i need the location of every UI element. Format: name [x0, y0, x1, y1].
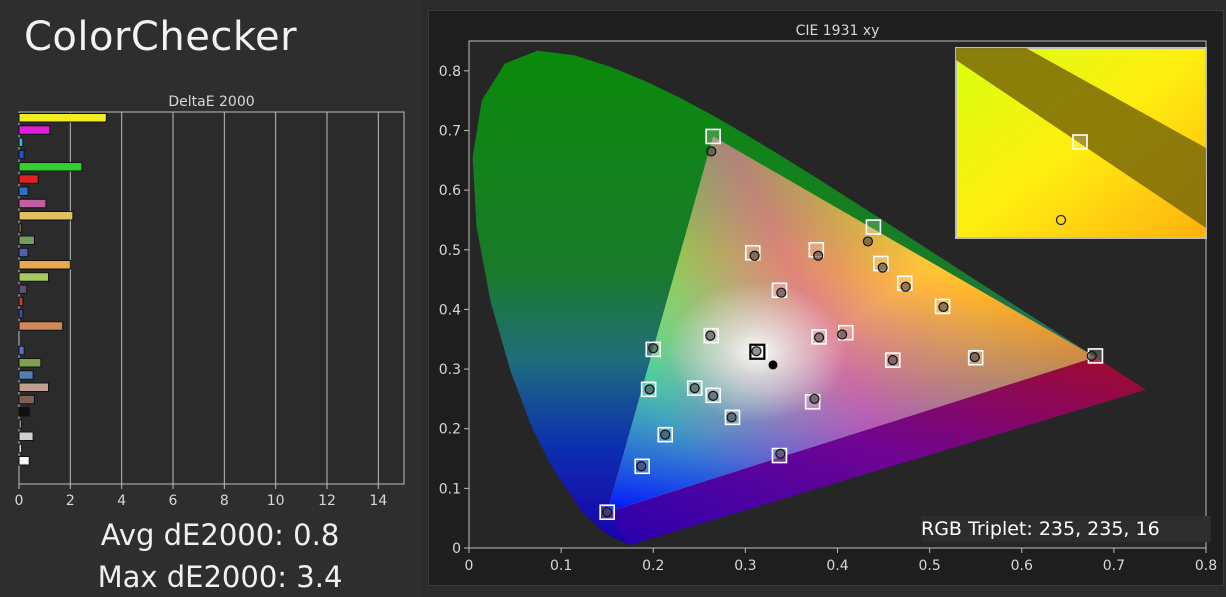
- measured-marker: [776, 287, 787, 298]
- cie-y-tick-label: 0.8: [439, 64, 461, 80]
- deltae-tick-label: 14: [369, 493, 387, 506]
- measured-marker: [837, 329, 848, 340]
- measured-marker: [813, 250, 824, 261]
- white-point-target: [749, 343, 766, 360]
- deltae-tick-label: 12: [318, 493, 336, 506]
- deltae-bar: [18, 284, 28, 294]
- measured-marker: [809, 393, 820, 404]
- deltae-tick-label: 0: [15, 493, 24, 506]
- measured-marker: [644, 384, 655, 395]
- measured-marker: [938, 301, 949, 313]
- measured-marker: [900, 281, 911, 292]
- cie-x-tick-label: 0.8: [1195, 558, 1217, 574]
- cie-x-tick-label: 0.2: [642, 558, 664, 574]
- deltae-bar: [18, 358, 42, 368]
- measured-marker: [775, 448, 786, 459]
- deltae-bar: [18, 370, 34, 380]
- deltae-bar: [18, 125, 51, 135]
- deltae-bar: [18, 431, 34, 441]
- deltae-bar: [18, 296, 24, 307]
- deltae-tick-label: 4: [117, 493, 126, 506]
- cie-x-tick-label: 0: [465, 558, 474, 574]
- deltae-bar: [18, 419, 23, 429]
- left-panel: ColorChecker DeltaE 2000 0 2 4 6 8 10 12 14 Avg …: [0, 0, 422, 597]
- cie-x-tick-label: 0.3: [734, 558, 756, 574]
- deltae-bar: [18, 235, 35, 245]
- deltae-bar: [18, 174, 39, 184]
- deltae-bar: [18, 407, 30, 417]
- line-of-purples-region: [607, 357, 1146, 546]
- deltae-tick-label: 2: [66, 493, 75, 506]
- measured-marker: [1086, 350, 1097, 362]
- deltae-bar: [18, 394, 35, 405]
- deltae-tick-label: 8: [220, 493, 229, 506]
- deltae-bar: [18, 137, 24, 147]
- app-title: ColorChecker: [24, 14, 298, 60]
- deltae-bar: [18, 198, 47, 209]
- cie-title: CIE 1931 xy: [796, 23, 880, 39]
- cie-y-tick-label: 0.5: [439, 243, 461, 259]
- deltae-chart: DeltaE 2000 0 2 4 6 8 10 12 14: [15, 94, 405, 506]
- deltae-title: DeltaE 2000: [168, 94, 254, 110]
- cie-y-tick-label: 0.2: [439, 422, 461, 438]
- deltae-bar: [18, 113, 107, 123]
- deltae-bar: [18, 321, 64, 331]
- deltae-bar: [18, 443, 23, 454]
- cie-x-tick-label: 0.5: [918, 558, 940, 574]
- deltae-bar: [18, 149, 25, 160]
- measured-marker: [705, 330, 716, 341]
- cie-x-tick-label: 0.1: [550, 558, 572, 574]
- inset-gamut-edge: [956, 48, 1206, 228]
- measured-marker: [708, 390, 719, 401]
- cie-y-tick-label: 0.1: [439, 481, 461, 497]
- zoom-inset: [955, 47, 1207, 239]
- measured-marker: [813, 332, 825, 343]
- deltae-bar: [18, 211, 74, 221]
- deltae-bar: [18, 247, 29, 258]
- cie-y-tick-label: 0: [452, 541, 461, 557]
- deltae-bar: [18, 186, 29, 196]
- max-de-stat: Max dE2000: 3.4: [97, 560, 343, 594]
- measured-marker: [887, 355, 898, 366]
- deltae-bar: [18, 162, 83, 172]
- measured-marker: [862, 236, 874, 247]
- measured-marker: [648, 343, 659, 354]
- deltae-tick-label: 10: [267, 493, 285, 506]
- measured-marker: [969, 352, 980, 363]
- target-marker: [705, 128, 721, 145]
- cie-y-tick-label: 0.6: [439, 183, 461, 199]
- deltae-bar: [18, 260, 71, 270]
- cie-y-tick-label: 0.4: [439, 302, 461, 318]
- measured-marker: [877, 262, 888, 273]
- cie-x-tick-label: 0.4: [826, 558, 848, 574]
- target-marker: [865, 219, 882, 235]
- cie-panel: CIE 1931 xy 0 0.1 0.2 0.3 0.4 0.5 0.6 0.7 0.8 0 0.1…: [428, 10, 1224, 586]
- cie-y-tick-label: 0.3: [439, 362, 461, 378]
- deltae-bar: [18, 382, 50, 392]
- deltae-bar: [18, 309, 24, 319]
- measured-marker: [726, 412, 737, 423]
- cie-y-tick-label: 0.7: [439, 123, 461, 139]
- measured-marker: [660, 429, 671, 440]
- inset-target-marker: [1072, 134, 1088, 150]
- inset-measured-marker: [1055, 214, 1067, 226]
- measured-marker: [751, 346, 762, 357]
- reference-dot: [768, 360, 778, 370]
- rgb-triplet-readout: RGB Triplet: 235, 235, 16: [921, 516, 1211, 542]
- cie-x-tick-label: 0.6: [1011, 558, 1033, 574]
- measured-marker: [689, 383, 700, 394]
- cie-x-tick-label: 0.7: [1103, 558, 1125, 574]
- deltae-bar: [18, 223, 23, 233]
- cie-chart: CIE 1931 xy 0 0.1 0.2 0.3 0.4 0.5 0.6 0.7 0.8 0 0.1…: [439, 23, 1217, 574]
- deltae-tick-label: 6: [169, 493, 178, 506]
- measured-marker: [749, 250, 760, 261]
- deltae-bar: [18, 345, 25, 356]
- measured-marker: [706, 146, 717, 157]
- avg-de-stat: Avg dE2000: 0.8: [100, 518, 340, 552]
- deltae-bar: [18, 272, 50, 282]
- deltae-plot-area: [18, 111, 405, 485]
- measured-marker: [636, 461, 647, 472]
- deltae-bar: [18, 456, 30, 466]
- measured-marker: [602, 507, 613, 518]
